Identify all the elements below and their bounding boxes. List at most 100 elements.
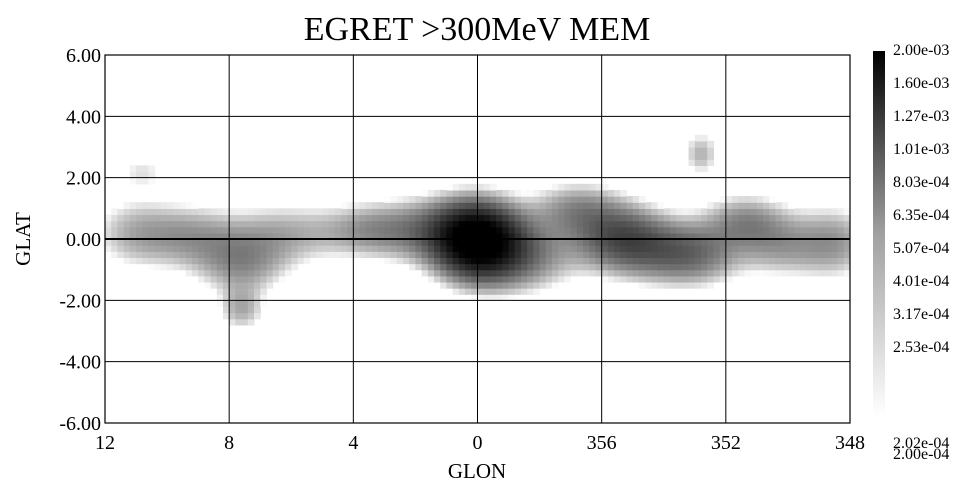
heatmap-cell [552, 251, 559, 258]
heatmap-cell [390, 202, 398, 209]
heatmap-cell [831, 239, 839, 246]
heatmap-cell [583, 189, 590, 197]
heatmap-cell [775, 263, 783, 271]
heatmap-cell [601, 239, 609, 246]
heatmap-cell [254, 208, 261, 216]
heatmap-cell [160, 220, 168, 228]
heatmap-cell [229, 312, 236, 320]
heatmap-cell [663, 226, 671, 234]
heatmap-cell [154, 251, 162, 258]
heatmap-cell [365, 214, 373, 222]
heatmap-cell [607, 189, 615, 197]
heatmap-cell [241, 318, 249, 326]
heatmap-cell [353, 202, 361, 209]
heatmap-cell [564, 214, 572, 222]
heatmap-cell [235, 226, 243, 234]
heatmap-cell [241, 226, 249, 234]
heatmap-cell [458, 275, 466, 283]
heatmap-cell [266, 232, 274, 240]
heatmap-cell [694, 232, 702, 240]
heatmap-cell [452, 288, 460, 295]
heatmap-cell [160, 245, 168, 252]
heatmap-cell [446, 202, 454, 209]
heatmap-cell [781, 226, 789, 234]
heatmap-cell [247, 306, 255, 314]
heatmap-cell [303, 239, 311, 246]
heatmap-cell [787, 208, 795, 216]
heatmap-cell [334, 245, 342, 252]
heatmap-cell [508, 239, 516, 246]
heatmap-cell [210, 208, 218, 216]
heatmap-cell [682, 275, 690, 283]
heatmap-cell [471, 239, 479, 246]
heatmap-cell [496, 208, 503, 216]
heatmap-cell [272, 269, 280, 277]
heatmap-cell [272, 239, 280, 246]
heatmap-cell [626, 208, 634, 216]
heatmap-cell [216, 232, 224, 240]
heatmap-cell [446, 196, 454, 203]
heatmap-cell [216, 257, 224, 265]
heatmap-cell [204, 232, 212, 240]
heatmap-cell [769, 251, 777, 258]
heatmap-cell [756, 226, 764, 234]
heatmap-cell [446, 275, 454, 283]
heatmap-cell [266, 275, 274, 283]
heatmap-cell [558, 263, 566, 271]
heatmap-cell [638, 251, 646, 258]
heatmap-cell [558, 239, 566, 246]
heatmap-cell [818, 220, 826, 228]
heatmap-cell [800, 214, 808, 222]
heatmap-cell [390, 226, 398, 234]
heatmap-cell [527, 196, 534, 203]
heatmap-cell [359, 208, 367, 216]
heatmap-cell [589, 257, 597, 265]
heatmap-cell [117, 208, 125, 216]
heatmap-cell [458, 208, 466, 216]
heatmap-cell [651, 220, 659, 228]
heatmap-cell [570, 202, 578, 209]
heatmap-cell [458, 269, 466, 277]
heatmap-cell [434, 263, 441, 271]
heatmap-cell [216, 294, 224, 301]
heatmap-cell [198, 251, 205, 258]
heatmap-cell [477, 288, 485, 295]
heatmap-cell [638, 208, 646, 216]
heatmap-cell [669, 208, 677, 216]
heatmap-cell [260, 275, 268, 283]
heatmap-cell [750, 196, 758, 203]
heatmap-cell [831, 208, 839, 216]
heatmap-cell [452, 220, 460, 228]
heatmap-cell [576, 183, 584, 191]
heatmap-cell [520, 251, 528, 258]
heatmap-cell [179, 269, 187, 277]
heatmap-cell [601, 245, 609, 252]
heatmap-cell [278, 220, 286, 228]
heatmap-cell [477, 183, 485, 191]
heatmap-cell [235, 318, 243, 326]
heatmap-cell [794, 220, 801, 228]
heatmap-cell [707, 275, 715, 283]
heatmap-cell [502, 202, 510, 209]
heatmap-cell [657, 232, 665, 240]
heatmap-cell [235, 281, 243, 289]
heatmap-cell [123, 251, 131, 258]
heatmap-cell [732, 257, 739, 265]
heatmap-cell [167, 245, 174, 252]
heatmap-cell [191, 239, 199, 246]
heatmap-cell [353, 251, 361, 258]
heatmap-cell [427, 257, 435, 265]
heatmap-cell [465, 263, 472, 271]
heatmap-cell [682, 251, 690, 258]
heatmap-cell [179, 202, 187, 209]
heatmap-cell [148, 239, 156, 246]
heatmap-cell [738, 245, 746, 252]
heatmap-cell [713, 263, 721, 271]
heatmap-cell [645, 202, 652, 209]
heatmap-cell [340, 220, 348, 228]
heatmap-cell [191, 208, 199, 216]
heatmap-cell [719, 214, 727, 222]
heatmap-cell [297, 226, 305, 234]
heatmap-cell [800, 251, 808, 258]
